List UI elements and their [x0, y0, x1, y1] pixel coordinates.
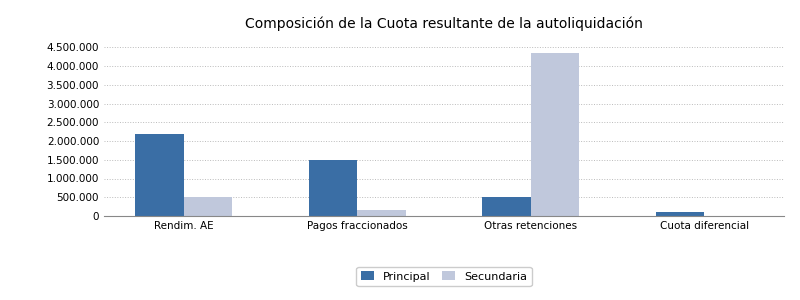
- Legend: Principal, Secundaria: Principal, Secundaria: [357, 267, 531, 286]
- Bar: [357, 210, 406, 216]
- Bar: [656, 212, 705, 216]
- Bar: [309, 160, 357, 216]
- Bar: [183, 197, 232, 216]
- Title: Composición de la Cuota resultante de la autoliquidación: Composición de la Cuota resultante de la…: [245, 16, 643, 31]
- Bar: [531, 53, 579, 216]
- Bar: [135, 134, 183, 216]
- Bar: [482, 197, 531, 216]
